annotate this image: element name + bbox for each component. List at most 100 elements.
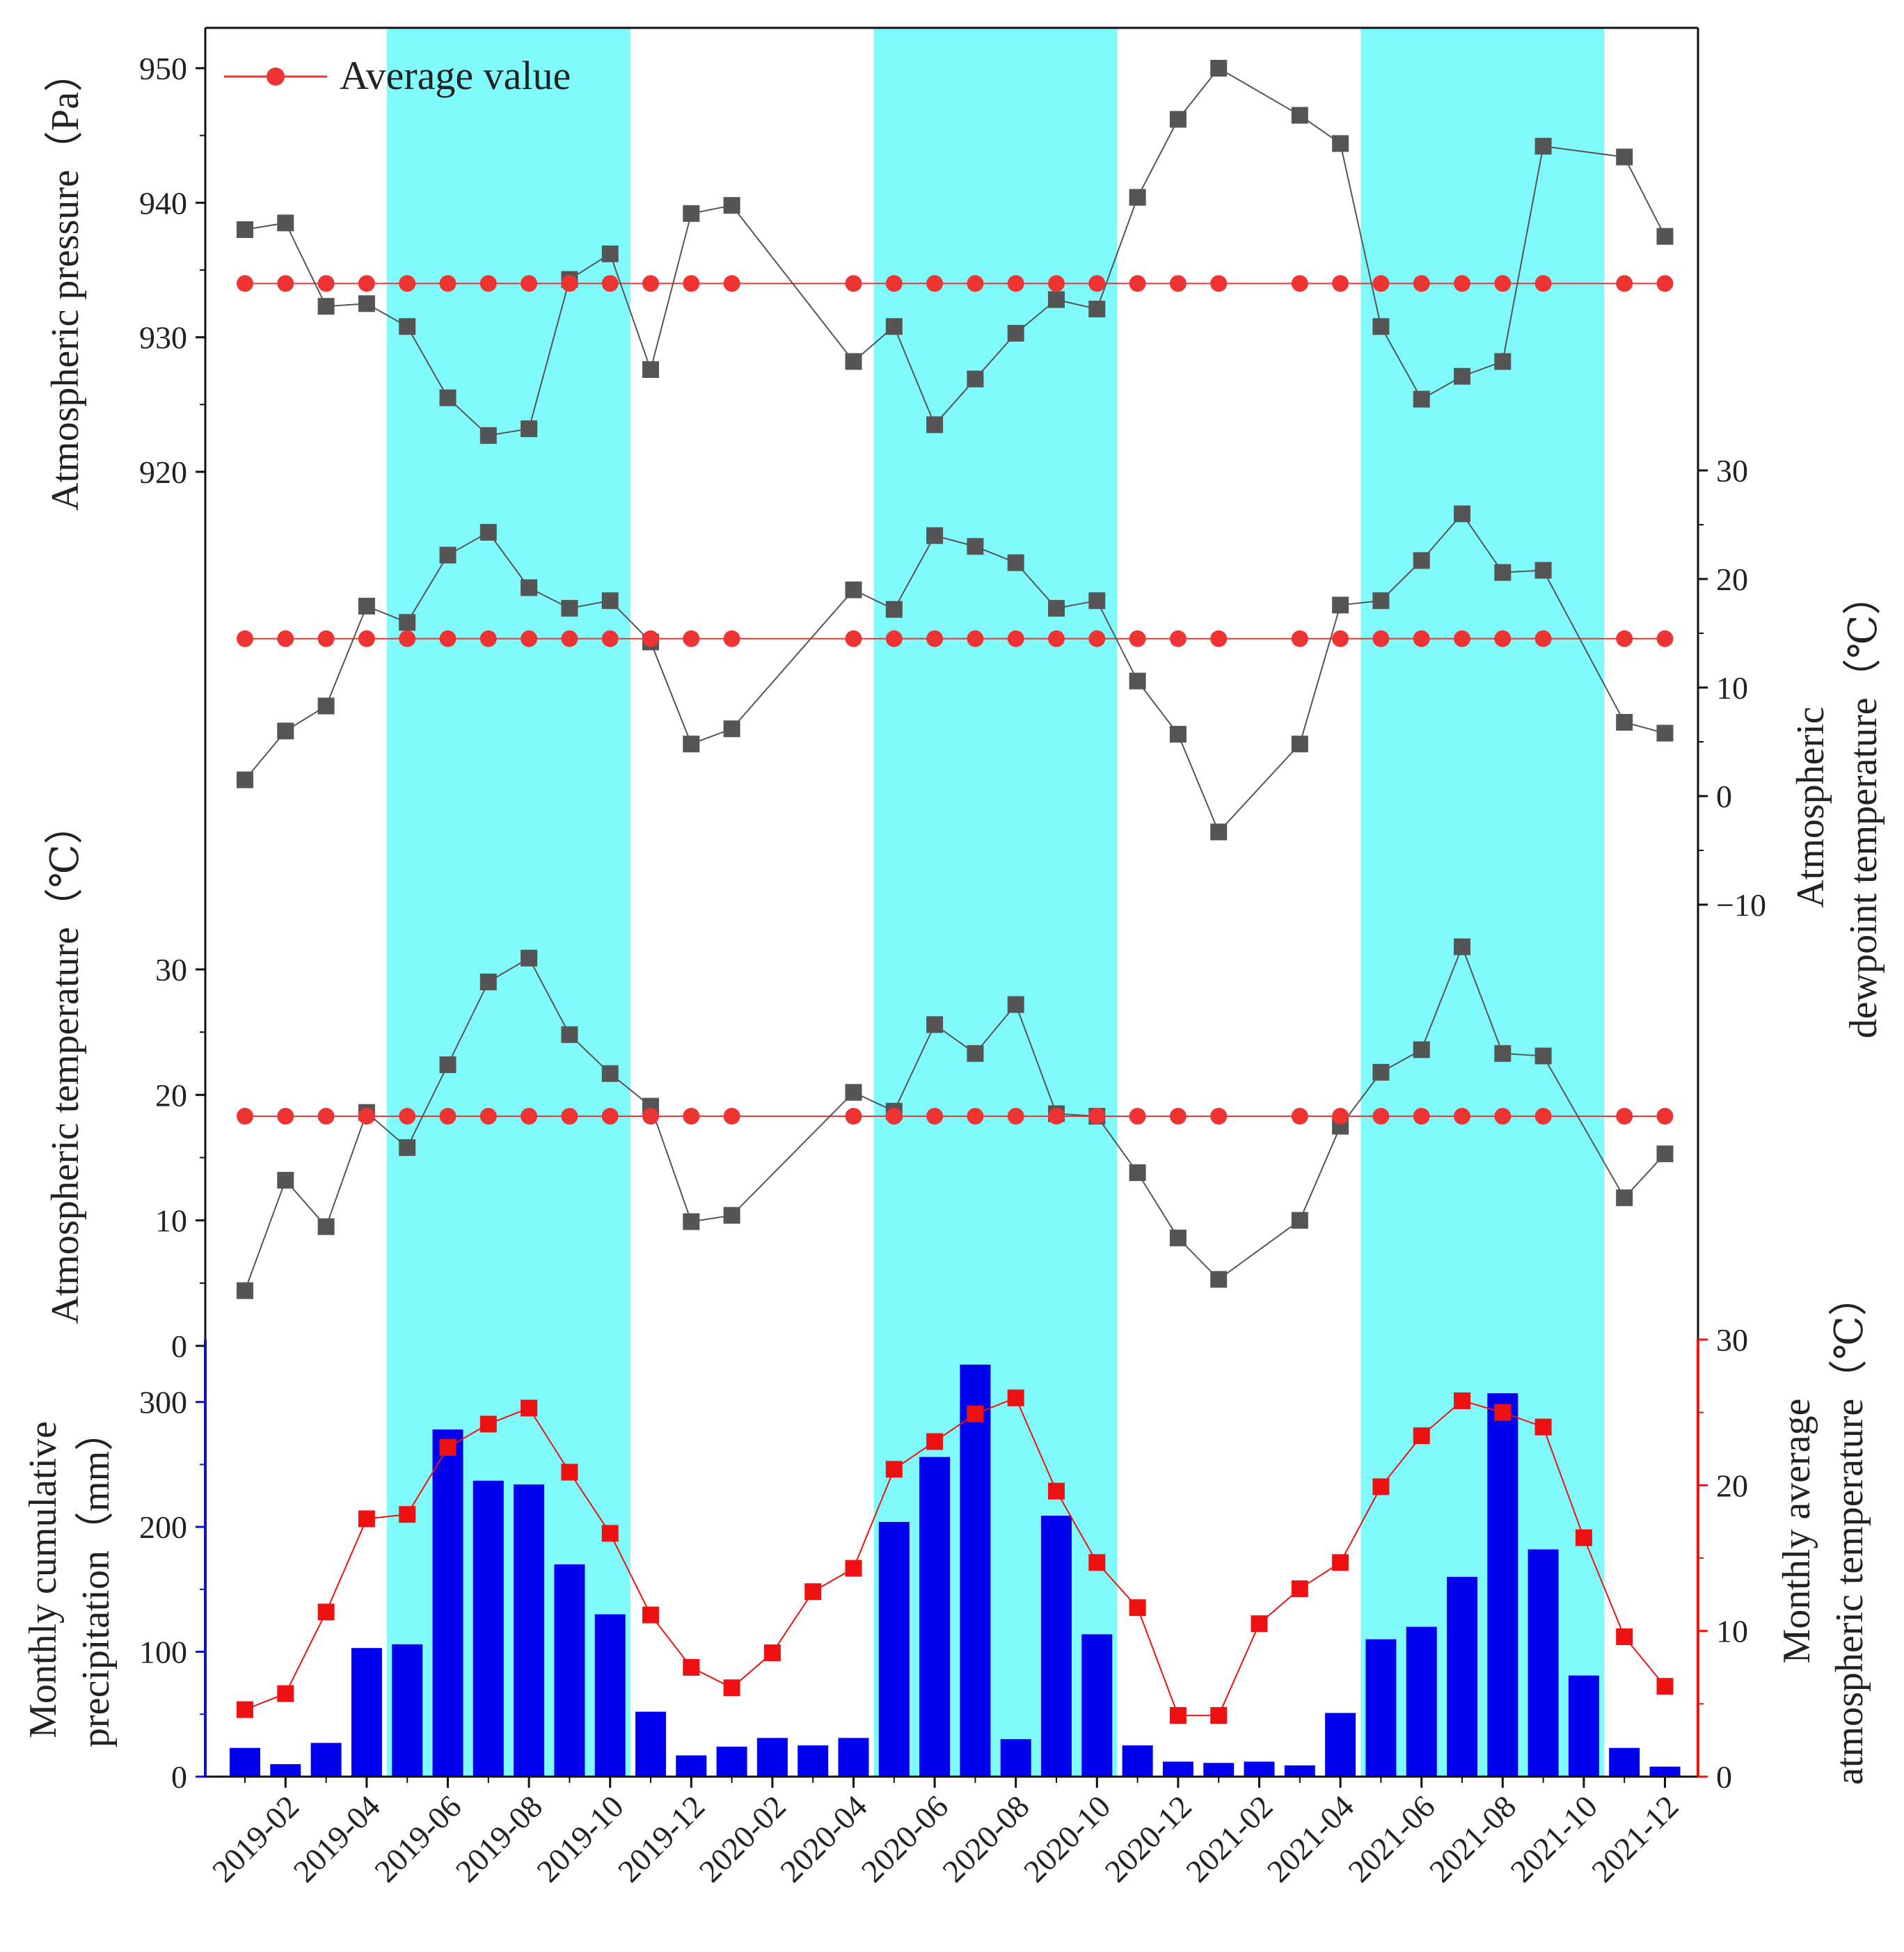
pressure-point bbox=[642, 361, 659, 379]
temperature-point bbox=[277, 1171, 294, 1189]
pressure-point bbox=[683, 205, 700, 222]
monthly-temperature-point bbox=[561, 1463, 578, 1481]
pressure-point bbox=[845, 353, 862, 370]
monthly_temperature-tick-label: 0 bbox=[1716, 1759, 1732, 1795]
pressure-tick-label: 930 bbox=[139, 320, 187, 356]
pressure-average-marker bbox=[1616, 275, 1633, 292]
temperature-average-marker bbox=[1169, 1107, 1187, 1125]
monthly-temperature-point bbox=[683, 1659, 700, 1676]
monthly-temperature-point bbox=[521, 1399, 538, 1417]
dewpoint-point bbox=[1169, 726, 1187, 743]
precipitation-bar bbox=[1244, 1761, 1275, 1777]
monthly-temperature-point bbox=[317, 1603, 335, 1621]
temperature-point bbox=[601, 1065, 619, 1082]
dewpoint-average-marker bbox=[1169, 630, 1187, 647]
dewpoint-point bbox=[1007, 554, 1024, 571]
precipitation-axis-title-line-2: precipitation（mm） bbox=[74, 1412, 118, 1747]
pressure-point bbox=[399, 318, 416, 335]
precipitation-bar bbox=[1487, 1393, 1518, 1777]
monthly-temperature-point bbox=[1332, 1554, 1349, 1571]
pressure-point bbox=[926, 416, 944, 434]
monthly_temperature-tick-label: 10 bbox=[1716, 1614, 1748, 1649]
dewpoint-average-marker bbox=[683, 630, 700, 647]
precipitation-bar bbox=[554, 1564, 585, 1777]
dewpoint-point bbox=[1332, 596, 1349, 614]
temperature-average-marker bbox=[1129, 1107, 1146, 1125]
precipitation-bar bbox=[798, 1745, 829, 1777]
pressure-point bbox=[1210, 60, 1228, 77]
dewpoint-point bbox=[1129, 672, 1146, 690]
precipitation-tick-label: 100 bbox=[139, 1635, 187, 1670]
pressure-average-marker bbox=[723, 275, 740, 292]
pressure-point bbox=[1007, 324, 1024, 342]
monthly_temperature-tick-label: 20 bbox=[1716, 1468, 1748, 1503]
dewpoint-tick-label: 30 bbox=[1716, 453, 1748, 489]
precipitation-bar bbox=[1365, 1639, 1397, 1777]
temperature-point bbox=[1656, 1145, 1674, 1163]
temperature-average-marker bbox=[1048, 1107, 1065, 1125]
precipitation-bar bbox=[756, 1738, 788, 1777]
dewpoint-average-marker bbox=[521, 630, 538, 647]
monthly-temperature-point bbox=[1372, 1478, 1390, 1495]
dewpoint-average-marker bbox=[1007, 630, 1024, 647]
dewpoint-average-marker bbox=[601, 630, 619, 647]
monthly-temperature-point bbox=[1616, 1628, 1633, 1646]
dewpoint-point bbox=[439, 546, 457, 564]
dewpoint-average-marker bbox=[926, 630, 944, 647]
dewpoint-point bbox=[1048, 600, 1065, 617]
temperature-point bbox=[926, 1016, 944, 1033]
precipitation-bar bbox=[594, 1614, 626, 1777]
temperature-point bbox=[723, 1207, 740, 1224]
temperature-average-marker bbox=[845, 1107, 862, 1125]
precipitation-tick-label: 0 bbox=[171, 1759, 187, 1795]
temperature-point bbox=[1494, 1045, 1512, 1062]
monthly-temperature-point bbox=[439, 1438, 457, 1456]
dewpoint-average-marker bbox=[1129, 630, 1146, 647]
monthly-temperature-point bbox=[1048, 1482, 1065, 1500]
dewpoint-average-marker bbox=[845, 630, 862, 647]
temperature-average-marker bbox=[1372, 1107, 1390, 1125]
pressure-point bbox=[521, 420, 538, 438]
dewpoint-point bbox=[237, 771, 253, 788]
temperature-point bbox=[967, 1045, 984, 1062]
dewpoint-series bbox=[237, 505, 1674, 841]
temperature-average-marker bbox=[399, 1107, 416, 1125]
temperature-average-marker bbox=[723, 1107, 740, 1125]
temperature-point bbox=[1454, 938, 1470, 955]
pressure-point bbox=[601, 245, 619, 262]
dewpoint-point bbox=[1616, 713, 1633, 731]
pressure-series bbox=[237, 60, 1674, 444]
temperature-average-marker bbox=[1332, 1107, 1349, 1125]
temperature-series bbox=[237, 938, 1674, 1299]
pressure-average-marker bbox=[1048, 275, 1065, 292]
dewpoint-point bbox=[885, 601, 903, 618]
dewpoint-point bbox=[1413, 552, 1430, 569]
dewpoint-point bbox=[1454, 505, 1470, 523]
monthly-temperature-point bbox=[399, 1506, 416, 1523]
monthly-temperature-point bbox=[1454, 1392, 1470, 1409]
pressure-average-marker bbox=[1413, 275, 1430, 292]
monthly-temperature-point bbox=[1656, 1678, 1674, 1695]
pressure-average-marker bbox=[521, 275, 538, 292]
precipitation-bar bbox=[351, 1648, 382, 1777]
shaded-season-layer bbox=[387, 28, 1605, 1777]
legend: Average value bbox=[224, 53, 571, 98]
monthly-temperature-point bbox=[1169, 1707, 1187, 1724]
dewpoint-average-marker bbox=[1291, 630, 1308, 647]
monthly-temperature-point bbox=[1088, 1554, 1106, 1571]
dewpoint-point bbox=[1210, 823, 1228, 841]
temperature-axis-title: Atmospheric temperature（℃） bbox=[44, 805, 87, 1324]
dewpoint-tick-label: −10 bbox=[1716, 887, 1766, 923]
dewpoint-axis-title: Atmospheric dewpoint temperature（℃） bbox=[1789, 576, 1885, 1038]
temperature-point bbox=[1413, 1041, 1430, 1058]
dewpoint-average-marker bbox=[439, 630, 457, 647]
temperature-point bbox=[845, 1084, 862, 1101]
dewpoint-average-marker bbox=[317, 630, 335, 647]
temperature-average-marker bbox=[521, 1107, 538, 1125]
pressure-average-marker bbox=[1454, 275, 1470, 292]
precipitation-bar bbox=[1609, 1747, 1640, 1777]
dewpoint-point bbox=[521, 579, 538, 596]
temperature-point bbox=[1616, 1189, 1633, 1207]
dewpoint-average-marker bbox=[237, 630, 253, 647]
dewpoint-average-marker bbox=[358, 630, 375, 647]
